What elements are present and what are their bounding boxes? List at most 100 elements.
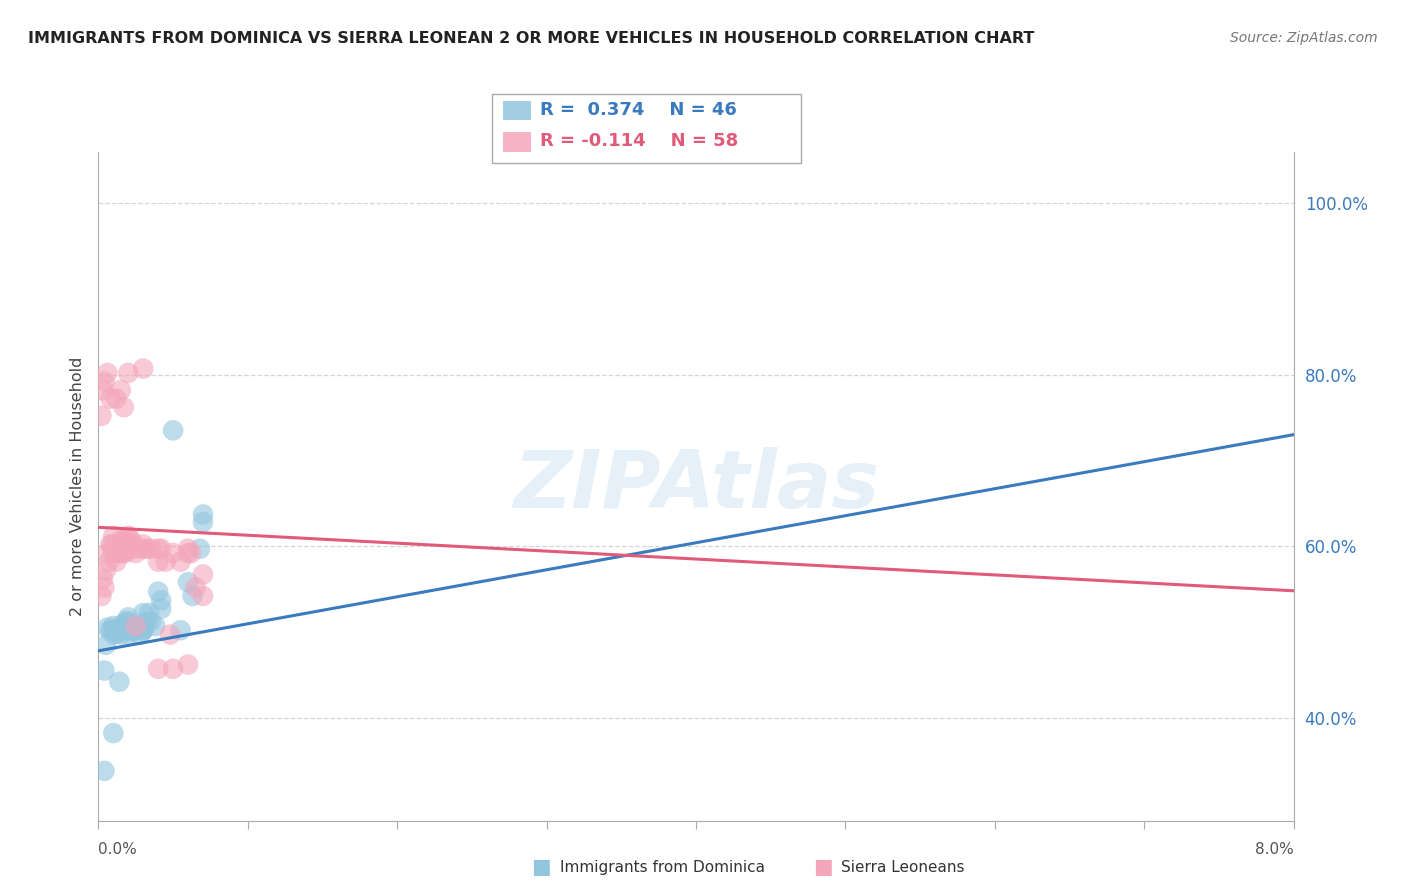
Text: Sierra Leoneans: Sierra Leoneans <box>841 860 965 874</box>
Point <box>93 764 115 778</box>
Point <box>121 537 143 551</box>
Point <box>98 392 122 406</box>
Point <box>110 383 132 397</box>
Point <box>103 529 125 543</box>
Point <box>117 610 139 624</box>
Point <box>150 602 173 616</box>
Point <box>107 546 129 560</box>
Point <box>105 555 128 569</box>
Point <box>139 541 162 556</box>
Point <box>148 584 170 599</box>
Y-axis label: 2 or more Vehicles in Household: 2 or more Vehicles in Household <box>69 357 84 615</box>
Point <box>94 563 117 577</box>
Point <box>181 589 204 603</box>
Point <box>117 627 139 641</box>
Point <box>93 580 115 594</box>
Point <box>132 361 155 376</box>
Point <box>96 621 118 635</box>
Point <box>114 615 136 629</box>
Point <box>90 589 112 603</box>
Point <box>148 541 170 556</box>
Point <box>135 541 157 556</box>
Text: R = -0.114    N = 58: R = -0.114 N = 58 <box>540 132 738 150</box>
Point <box>132 619 155 633</box>
Point <box>169 555 191 569</box>
Point <box>101 537 124 551</box>
Point <box>110 546 132 560</box>
Point <box>112 619 135 633</box>
Point <box>162 424 184 438</box>
Point <box>107 624 129 638</box>
Point <box>103 619 125 633</box>
Point <box>191 515 214 529</box>
Point <box>91 383 114 397</box>
Point <box>115 537 138 551</box>
Point <box>132 537 155 551</box>
Text: Immigrants from Dominica: Immigrants from Dominica <box>560 860 765 874</box>
Text: R =  0.374    N = 46: R = 0.374 N = 46 <box>540 101 737 119</box>
Point <box>120 533 142 548</box>
Point <box>117 615 139 629</box>
Point <box>188 541 211 556</box>
Text: ■: ■ <box>531 857 551 877</box>
Point <box>150 541 173 556</box>
Point <box>125 619 148 633</box>
Point <box>103 726 125 740</box>
Point <box>90 409 112 423</box>
Text: ■: ■ <box>813 857 832 877</box>
Point <box>120 624 142 638</box>
Point <box>138 606 160 620</box>
Point <box>125 624 148 638</box>
Point <box>132 606 155 620</box>
Point <box>103 627 125 641</box>
Point <box>117 529 139 543</box>
Point <box>132 624 155 638</box>
Point <box>105 626 128 640</box>
Point <box>177 657 200 672</box>
Point <box>96 546 118 560</box>
Point <box>139 615 162 629</box>
Point <box>159 627 181 641</box>
Point <box>132 624 155 638</box>
Point <box>155 555 177 569</box>
Point <box>124 624 146 638</box>
Text: IMMIGRANTS FROM DOMINICA VS SIERRA LEONEAN 2 OR MORE VEHICLES IN HOUSEHOLD CORRE: IMMIGRANTS FROM DOMINICA VS SIERRA LEONE… <box>28 31 1035 46</box>
Point <box>135 615 157 629</box>
Point <box>110 533 132 548</box>
Point <box>103 624 125 638</box>
Point <box>120 624 142 638</box>
Point <box>125 546 148 560</box>
Point <box>112 537 135 551</box>
Point <box>191 567 214 582</box>
Point <box>117 533 139 548</box>
Point <box>132 619 155 633</box>
Point <box>103 546 125 560</box>
Text: 0.0%: 0.0% <box>98 842 138 857</box>
Point <box>177 541 200 556</box>
Text: 8.0%: 8.0% <box>1254 842 1294 857</box>
Text: ZIPAtlas: ZIPAtlas <box>513 447 879 525</box>
Point <box>117 619 139 633</box>
Point <box>114 546 136 560</box>
Point <box>97 555 120 569</box>
Point <box>94 638 117 652</box>
Point <box>125 619 148 633</box>
Point <box>177 575 200 590</box>
Point <box>148 662 170 676</box>
Point <box>117 541 139 556</box>
Point <box>105 537 128 551</box>
Point <box>110 619 132 633</box>
Point <box>150 593 173 607</box>
Point <box>98 537 122 551</box>
Point <box>93 664 115 678</box>
Point <box>191 508 214 522</box>
Point <box>96 366 118 380</box>
Point <box>169 624 191 638</box>
Point <box>191 589 214 603</box>
Point <box>180 546 202 560</box>
Point <box>132 541 155 556</box>
Point <box>125 541 148 556</box>
Point <box>111 546 134 560</box>
Point <box>143 619 166 633</box>
Point <box>117 366 139 380</box>
